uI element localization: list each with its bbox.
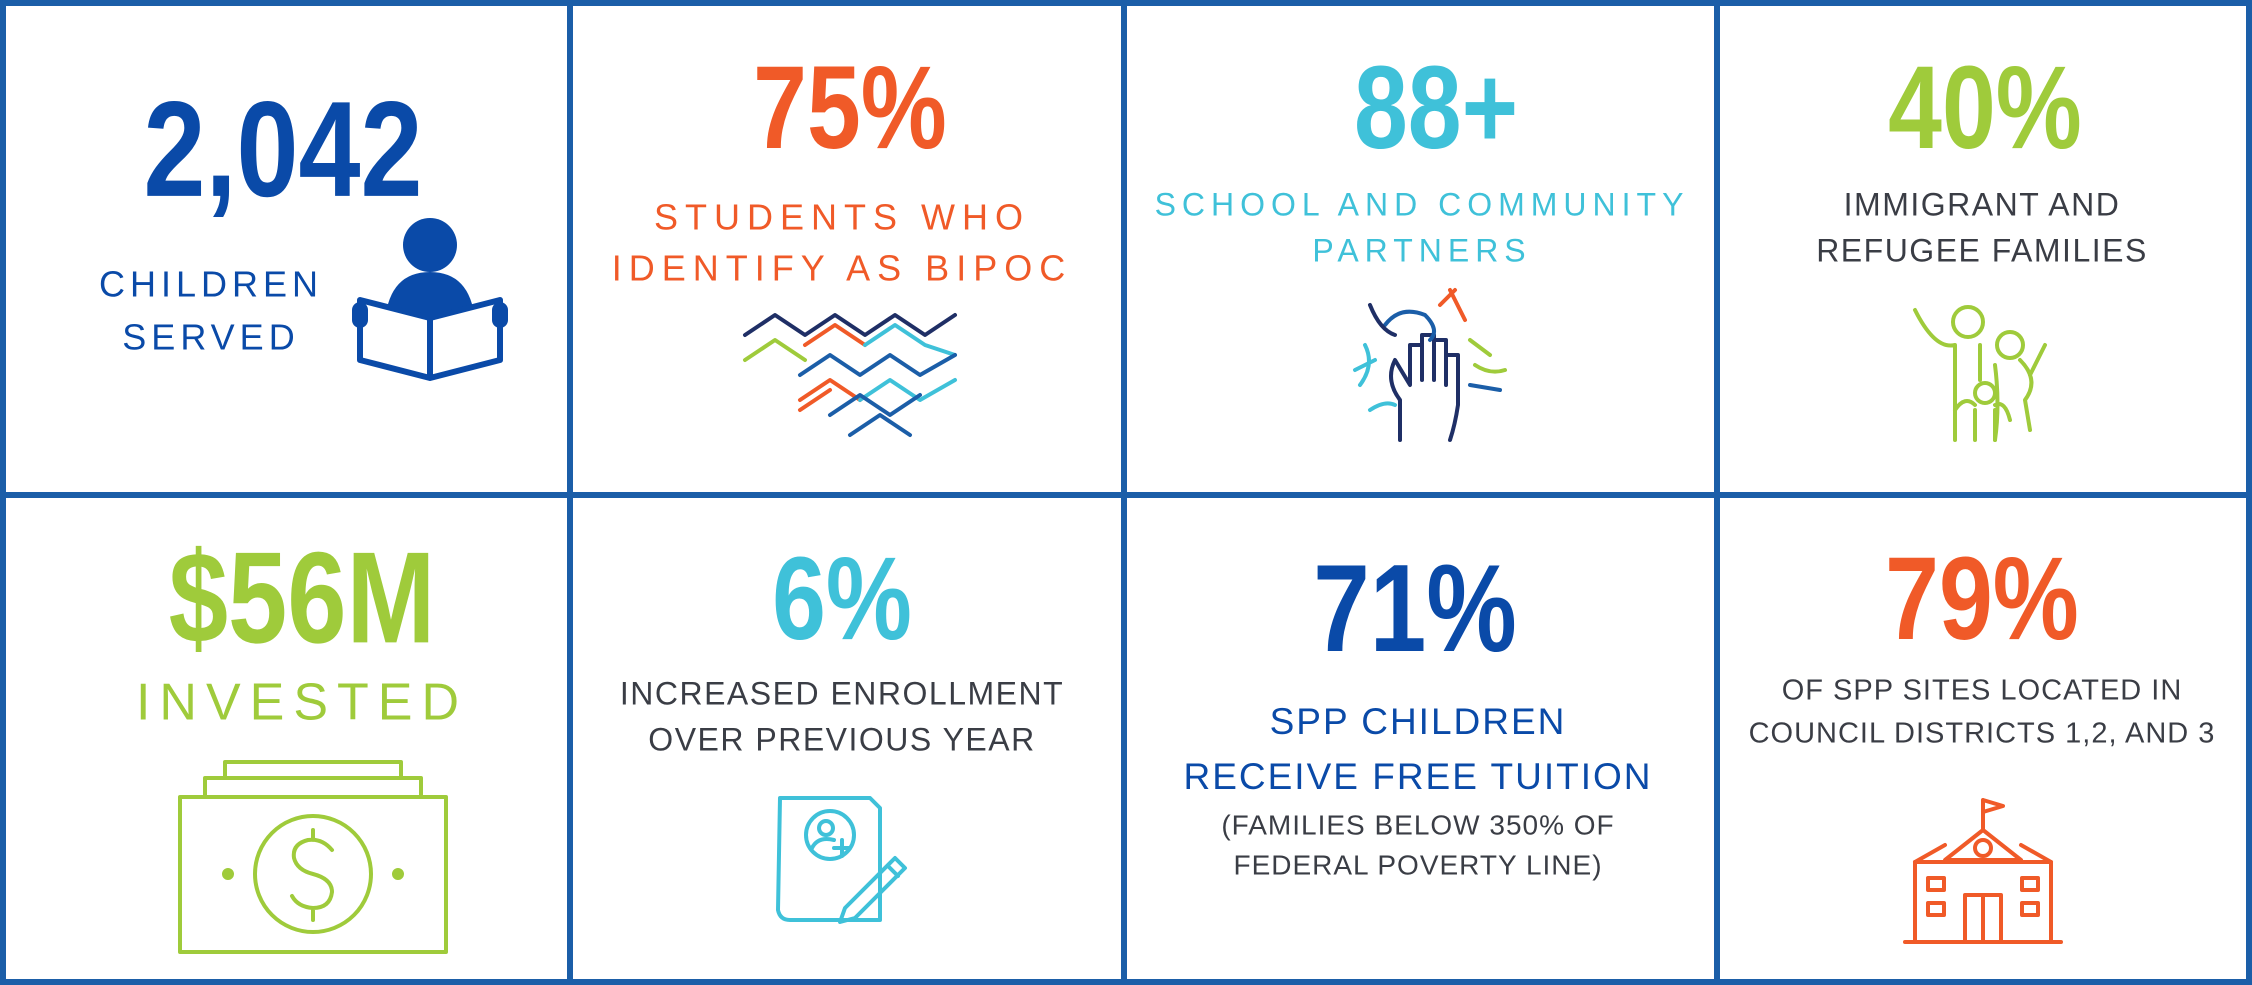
stat-label: IDENTIFY AS BIPOC — [612, 248, 1072, 289]
stat-number: 40% — [1888, 41, 2082, 173]
reading-icon — [352, 218, 508, 381]
stat-number: 79% — [1885, 532, 2079, 664]
stat-label: COUNCIL DISTRICTS 1,2, AND 3 — [1749, 718, 2216, 750]
stat-note: (FAMILIES BELOW 350% OF — [1221, 809, 1614, 840]
stat-label: STUDENTS WHO — [654, 197, 1030, 238]
stat-number: 75% — [753, 41, 947, 173]
stat-label: IMMIGRANT AND — [1844, 186, 2121, 222]
stat-label: RECEIVE FREE TUITION — [1184, 756, 1653, 797]
family-icon — [1913, 305, 2047, 442]
stat-number: 6% — [772, 532, 912, 664]
stat-label: OVER PREVIOUS YEAR — [648, 721, 1035, 757]
money-icon — [178, 760, 448, 954]
hands-icon — [1353, 288, 1507, 442]
stat-label: SPP CHILDREN — [1270, 701, 1567, 742]
stat-number: 2,042 — [143, 73, 422, 225]
stat-label: CHILDREN — [99, 264, 323, 305]
stat-number: $56M — [169, 525, 436, 670]
stat-label: REFUGEE FAMILIES — [1816, 232, 2148, 268]
stat-number: 71% — [1313, 539, 1516, 678]
stat-label: PARTNERS — [1312, 232, 1531, 268]
stat-note: FEDERAL POVERTY LINE) — [1233, 849, 1602, 880]
stat-label: SCHOOL AND COMMUNITY — [1155, 186, 1690, 222]
stat-number: 88+ — [1354, 41, 1518, 173]
stat-label: OF SPP SITES LOCATED IN — [1782, 675, 2183, 707]
stat-label: INVESTED — [136, 674, 468, 732]
document-icon — [776, 796, 907, 924]
school-icon — [1903, 798, 2063, 944]
stat-label: INCREASED ENROLLMENT — [620, 675, 1064, 711]
chevrons-icon — [743, 313, 957, 437]
stat-label: SERVED — [122, 317, 299, 358]
